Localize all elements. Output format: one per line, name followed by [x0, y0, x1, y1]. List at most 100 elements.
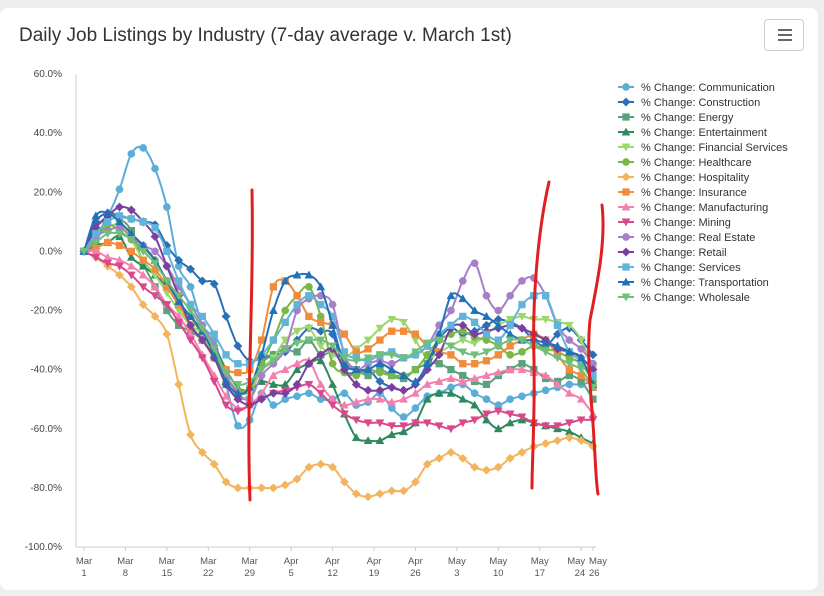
data-point[interactable]: [576, 416, 586, 425]
data-point[interactable]: [482, 410, 491, 419]
data-point[interactable]: [304, 462, 314, 472]
data-point[interactable]: [92, 229, 100, 238]
data-point[interactable]: [351, 379, 361, 389]
data-point[interactable]: [541, 438, 551, 449]
data-point[interactable]: [162, 301, 172, 310]
data-point[interactable]: [304, 324, 314, 333]
data-point[interactable]: [138, 261, 148, 270]
data-point[interactable]: [209, 345, 219, 354]
data-point[interactable]: [482, 311, 491, 320]
data-point[interactable]: [198, 312, 207, 321]
data-point[interactable]: [387, 397, 397, 406]
data-point[interactable]: [565, 336, 574, 344]
data-point[interactable]: [163, 203, 171, 211]
data-point[interactable]: [126, 271, 136, 280]
data-point[interactable]: [470, 373, 480, 382]
data-point[interactable]: [328, 300, 337, 309]
data-point[interactable]: [316, 282, 326, 291]
data-point[interactable]: [541, 386, 550, 395]
data-point[interactable]: [126, 252, 136, 261]
data-point[interactable]: [316, 350, 326, 360]
legend-item[interactable]: % Change: Energy: [618, 112, 734, 124]
legend-item[interactable]: % Change: Entertainment: [618, 127, 767, 139]
data-point[interactable]: [482, 357, 491, 365]
data-point[interactable]: [197, 354, 207, 363]
data-point[interactable]: [376, 368, 384, 377]
legend-item[interactable]: % Change: Mining: [618, 217, 731, 229]
data-point[interactable]: [482, 371, 491, 379]
data-point[interactable]: [257, 483, 267, 493]
data-point[interactable]: [328, 462, 338, 472]
data-point[interactable]: [399, 394, 409, 403]
data-point[interactable]: [494, 336, 502, 344]
data-point[interactable]: [399, 354, 409, 363]
data-point[interactable]: [186, 311, 195, 320]
data-point[interactable]: [186, 307, 195, 316]
data-point[interactable]: [304, 359, 314, 369]
data-point[interactable]: [138, 270, 148, 279]
data-point[interactable]: [151, 247, 159, 256]
legend-marker[interactable]: [622, 233, 630, 241]
data-point[interactable]: [127, 149, 136, 158]
data-point[interactable]: [174, 255, 184, 265]
data-point[interactable]: [185, 430, 196, 440]
data-point[interactable]: [268, 379, 278, 388]
data-point[interactable]: [518, 277, 526, 285]
data-point[interactable]: [434, 422, 444, 431]
data-point[interactable]: [411, 330, 420, 338]
data-point[interactable]: [316, 459, 326, 469]
data-point[interactable]: [363, 394, 373, 403]
data-point[interactable]: [304, 380, 314, 389]
legend-item[interactable]: % Change: Manufacturing: [618, 202, 768, 214]
data-point[interactable]: [458, 376, 468, 385]
legend-item[interactable]: % Change: Transportation: [618, 277, 769, 289]
data-point[interactable]: [493, 368, 503, 377]
data-point[interactable]: [482, 348, 491, 357]
data-point[interactable]: [470, 351, 480, 360]
data-point[interactable]: [446, 373, 456, 382]
data-point[interactable]: [197, 335, 207, 345]
chart-legend[interactable]: % Change: Communication % Change: Constru…: [618, 82, 788, 304]
data-point[interactable]: [458, 277, 467, 285]
data-point[interactable]: [292, 327, 302, 336]
data-point[interactable]: [114, 270, 125, 280]
data-point[interactable]: [506, 350, 514, 359]
data-point[interactable]: [564, 347, 574, 356]
data-point[interactable]: [221, 376, 231, 385]
data-point[interactable]: [387, 365, 397, 374]
data-point[interactable]: [317, 318, 325, 326]
data-point[interactable]: [482, 395, 491, 404]
data-point[interactable]: [339, 359, 349, 368]
data-point[interactable]: [411, 365, 420, 374]
data-point[interactable]: [363, 436, 373, 445]
data-point[interactable]: [339, 410, 349, 419]
data-point[interactable]: [446, 425, 456, 434]
data-point[interactable]: [316, 356, 326, 365]
data-point[interactable]: [470, 462, 480, 472]
data-point[interactable]: [175, 277, 183, 285]
data-point[interactable]: [518, 392, 526, 401]
data-point[interactable]: [197, 324, 207, 333]
data-point[interactable]: [126, 236, 136, 245]
data-point[interactable]: [280, 276, 290, 285]
data-point[interactable]: [447, 351, 455, 359]
data-point[interactable]: [257, 366, 266, 375]
data-point[interactable]: [234, 421, 242, 430]
data-point[interactable]: [114, 202, 125, 212]
data-point[interactable]: [482, 291, 491, 300]
data-point[interactable]: [139, 256, 147, 264]
data-point[interactable]: [375, 385, 385, 395]
data-point[interactable]: [422, 419, 432, 428]
data-point[interactable]: [233, 388, 243, 397]
data-point[interactable]: [233, 380, 243, 389]
data-point[interactable]: [293, 300, 301, 309]
data-point[interactable]: [493, 320, 503, 329]
data-point[interactable]: [91, 211, 101, 220]
data-point[interactable]: [221, 311, 231, 321]
data-point[interactable]: [387, 351, 397, 360]
data-point[interactable]: [197, 276, 207, 286]
data-point[interactable]: [564, 388, 574, 397]
legend-marker[interactable]: [622, 158, 630, 166]
data-point[interactable]: [505, 336, 515, 345]
data-point[interactable]: [186, 283, 195, 291]
